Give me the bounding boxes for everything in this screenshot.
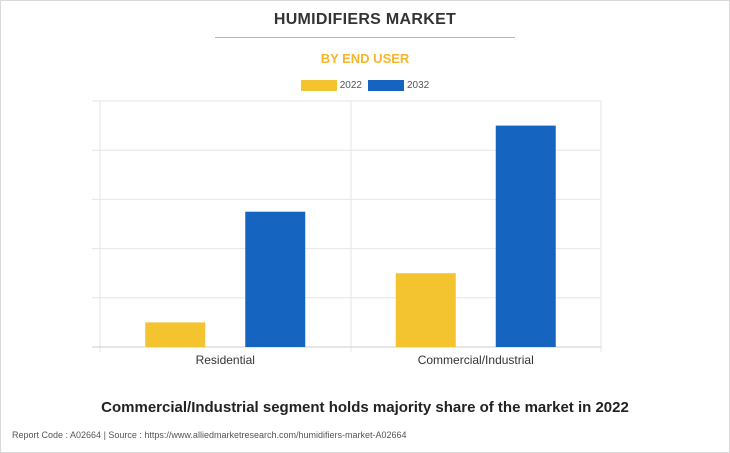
legend-item-2022[interactable]: 2022 [300, 80, 362, 91]
legend-swatch-2022 [300, 80, 337, 91]
legend-label-2032: 2032 [407, 80, 430, 91]
legend: 2022 2032 [0, 80, 730, 91]
legend-item-2032[interactable]: 2032 [368, 80, 429, 91]
bar-2032-commercial-industrial [495, 125, 556, 347]
legend-swatch-2032 [368, 80, 404, 91]
bar-2022-residential [145, 322, 206, 347]
legend-label-2022: 2022 [339, 80, 362, 91]
chart-caption: Commercial/Industrial segment holds majo… [101, 399, 629, 416]
bar-2032-residential [245, 211, 306, 347]
chart-title: HUMIDIFIERS MARKET [273, 11, 457, 28]
title-divider [215, 37, 515, 38]
x-tick-label: Commercial/Industrial [418, 353, 534, 367]
bar-2022-commercial-industrial [395, 273, 456, 347]
chart-subtitle: BY END USER [320, 51, 410, 66]
x-tick-label: Residential [196, 353, 255, 367]
report-footer: Report Code : A02664 | Source : https://… [12, 430, 407, 440]
